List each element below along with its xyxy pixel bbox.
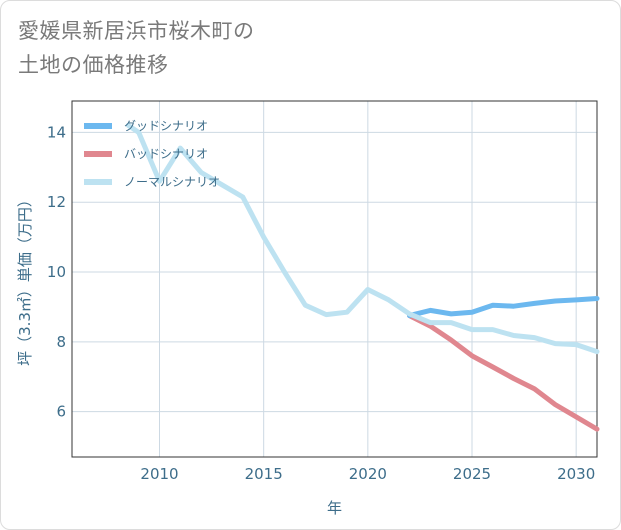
y-tick-label: 14: [47, 123, 66, 141]
x-tick-label: 2020: [349, 465, 387, 483]
y-tick-label: 6: [56, 403, 66, 421]
legend-label: グッドシナリオ: [124, 119, 208, 133]
plot-area: [71, 100, 598, 458]
y-axis-label: 坪（3.3㎡）単価（万円）: [16, 192, 34, 366]
chart-title-line2: 土地の価格推移: [18, 53, 169, 77]
legend-label: バッドシナリオ: [124, 147, 208, 161]
x-tick-label: 2030: [557, 465, 595, 483]
chart-title: 愛媛県新居浜市桜木町の 土地の価格推移: [18, 14, 255, 82]
series-line-0: [407, 296, 600, 319]
y-tick-label: 10: [47, 263, 66, 281]
series-line-2: [125, 122, 600, 355]
series-layer: [125, 122, 600, 432]
y-tick-label: 12: [47, 193, 66, 211]
x-tick-label: 2015: [245, 465, 283, 483]
legend-label: ノーマルシナリオ: [124, 175, 220, 189]
x-tick-label: 2025: [453, 465, 491, 483]
series-line-1: [407, 313, 600, 432]
x-tick-label: 2010: [140, 465, 178, 483]
y-tick-label: 8: [56, 333, 66, 351]
axis-ticks: 2010 2015 2020 2025 2030 6 8 10 12 14: [47, 123, 595, 483]
grid-lines: [72, 101, 597, 457]
x-axis-label: 年: [327, 499, 342, 517]
chart-title-line1: 愛媛県新居浜市桜木町の: [18, 19, 255, 43]
